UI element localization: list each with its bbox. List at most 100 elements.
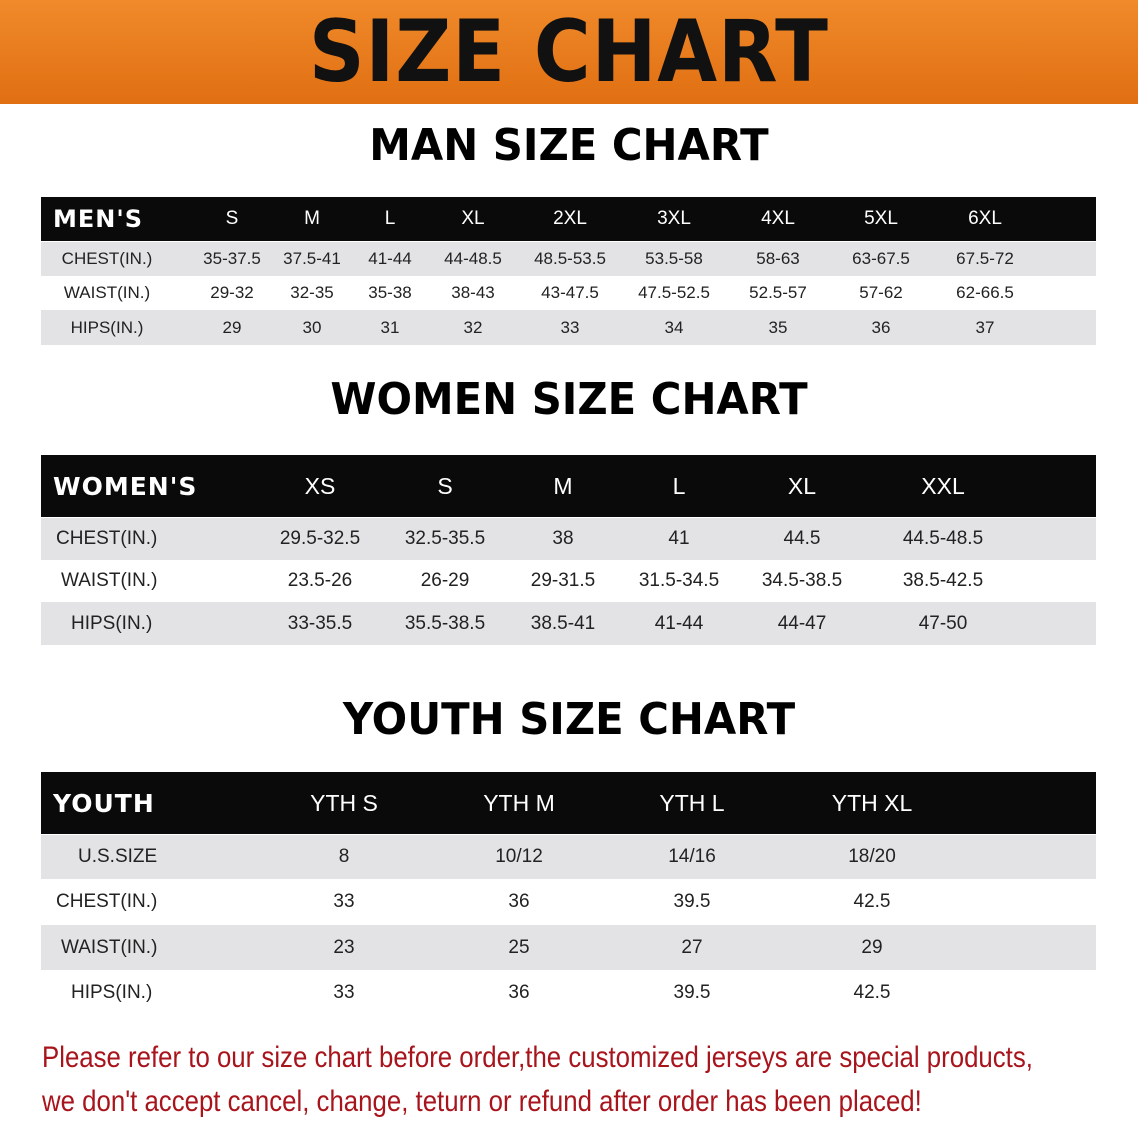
table-cell: 31	[380, 317, 400, 337]
header-label: WOMEN'S	[53, 471, 198, 501]
table-cell: 31.5-34.5	[638, 570, 720, 591]
size-chart-banner: SIZE CHART	[0, 0, 1138, 104]
table-cell: 41-44	[368, 249, 412, 268]
table-cell: 42.5	[853, 891, 891, 912]
men-section-title: MAN SIZE CHART	[369, 120, 769, 171]
table-cell: 29.5-32.5	[279, 528, 361, 549]
table-cell: 41	[668, 528, 690, 549]
size-header-l: L	[672, 472, 686, 499]
row-label: HIPS(IN.)	[71, 612, 153, 634]
order-notice: Please refer to our size chart before or…	[42, 1036, 1033, 1124]
size-header-5xl: 5XL	[864, 208, 898, 229]
table-row: HIPS(IN.) 29 30 31 32 33 34 35 36 37	[41, 310, 1096, 345]
table-cell: 37.5-41	[283, 249, 341, 268]
row-label: U.S.SIZE	[78, 846, 158, 867]
header-label: YOUTH	[53, 788, 155, 818]
table-cell: 32.5-35.5	[404, 528, 486, 549]
table-cell: 34	[664, 317, 684, 337]
table-cell: 33	[333, 891, 355, 912]
table-cell: 35-38	[368, 283, 412, 302]
table-cell: 39.5	[673, 891, 711, 912]
table-cell: 34.5-38.5	[761, 570, 843, 591]
table-row: CHEST(IN.) 33 36 39.5 42.5	[41, 879, 1096, 925]
size-header-4xl: 4XL	[761, 208, 795, 229]
table-cell: 47-50	[918, 612, 968, 634]
table-cell: 43-47.5	[541, 283, 599, 302]
table-row: WAIST(IN.) 23.5-26 26-29 29-31.5 31.5-34.5 34…	[41, 560, 1096, 602]
header-row: WOMEN'S XS S M L XL XXL	[41, 455, 1096, 517]
table-cell: 10/12	[495, 846, 543, 867]
size-header-3xl: 3XL	[657, 208, 691, 229]
size-header-6xl: 6XL	[968, 208, 1002, 229]
table-cell: 53.5-58	[645, 249, 703, 268]
table-cell: 29-32	[210, 283, 254, 302]
header-label: MEN'S	[53, 205, 143, 233]
table-cell: 30	[302, 317, 322, 337]
table-cell: 36	[871, 317, 891, 337]
table-cell: 23.5-26	[287, 570, 353, 591]
table-cell: 63-67.5	[852, 249, 910, 268]
youth-section-title: YOUTH SIZE CHART	[342, 694, 796, 745]
table-cell: 26-29	[420, 570, 470, 591]
table-cell: 44-47	[777, 612, 827, 634]
banner-title: SIZE CHART	[309, 2, 829, 102]
table-cell: 44-48.5	[444, 249, 502, 268]
size-header-s: S	[225, 208, 239, 229]
table-cell: 33	[560, 317, 580, 337]
size-header-s: S	[437, 472, 453, 499]
table-cell: 14/16	[668, 846, 716, 867]
size-header-xl: XL	[461, 208, 485, 229]
table-cell: 36	[508, 891, 530, 912]
order-notice-line-2: we don't accept cancel, change, teturn o…	[42, 1085, 922, 1118]
table-cell: 47.5-52.5	[638, 283, 710, 302]
table-cell: 37	[975, 317, 995, 337]
table-cell: 44.5-48.5	[902, 528, 984, 549]
table-cell: 32	[463, 317, 483, 337]
table-cell: 57-62	[859, 283, 903, 302]
row-label: CHEST(IN.)	[61, 249, 153, 268]
table-row: U.S.SIZE 8 10/12 14/16 18/20	[41, 835, 1096, 879]
table-cell: 62-66.5	[956, 283, 1014, 302]
table-cell: 29-31.5	[530, 570, 596, 591]
size-header-m: M	[553, 472, 573, 499]
table-cell: 33-35.5	[287, 612, 353, 634]
row-label: WAIST(IN.)	[61, 570, 158, 591]
table-cell: 29	[861, 936, 883, 958]
table-cell: 44.5	[783, 528, 821, 549]
header-row: MEN'S S M L XL 2XL 3XL 4XL 5XL 6XL	[41, 197, 1096, 241]
table-cell: 41-44	[654, 612, 704, 634]
table-cell: 27	[681, 936, 703, 958]
table-cell: 38	[552, 528, 574, 549]
table-cell: 35-37.5	[203, 249, 261, 268]
size-header-xxl: XXL	[921, 472, 965, 499]
table-cell: 67.5-72	[956, 249, 1014, 268]
table-row: CHEST(IN.) 29.5-32.5 32.5-35.5 38 41 44.5 44.5…	[41, 518, 1096, 560]
size-header-l: L	[384, 208, 396, 229]
size-header-yth-s: YTH S	[310, 789, 378, 816]
row-label: HIPS(IN.)	[71, 982, 153, 1003]
table-cell: 35	[768, 317, 788, 337]
table-cell: 36	[508, 982, 530, 1003]
table-row: HIPS(IN.) 33 36 39.5 42.5	[41, 970, 1096, 1016]
size-header-xl: XL	[787, 472, 817, 499]
size-header-yth-m: YTH M	[483, 789, 555, 816]
row-label: HIPS(IN.)	[70, 317, 144, 337]
size-header-xs: XS	[304, 472, 336, 499]
table-cell: 8	[338, 846, 350, 867]
table-cell: 18/20	[848, 846, 896, 867]
table-cell: 58-63	[756, 249, 800, 268]
table-row: CHEST(IN.) 35-37.5 37.5-41 41-44 44-48.5 48.5…	[41, 242, 1096, 276]
table-cell: 38-43	[451, 283, 495, 302]
table-cell: 52.5-57	[749, 283, 807, 302]
row-label: WAIST(IN.)	[63, 283, 151, 302]
size-header-m: M	[304, 208, 320, 229]
size-header-2xl: 2XL	[553, 208, 587, 229]
table-cell: 29	[222, 317, 242, 337]
table-cell: 38.5-42.5	[902, 570, 984, 591]
size-header-yth-l: YTH L	[659, 789, 725, 816]
table-cell: 32-35	[290, 283, 334, 302]
row-label: CHEST(IN.)	[56, 528, 158, 549]
table-cell: 33	[333, 982, 355, 1003]
women-section-title: WOMEN SIZE CHART	[330, 374, 808, 425]
row-label: WAIST(IN.)	[61, 936, 158, 958]
